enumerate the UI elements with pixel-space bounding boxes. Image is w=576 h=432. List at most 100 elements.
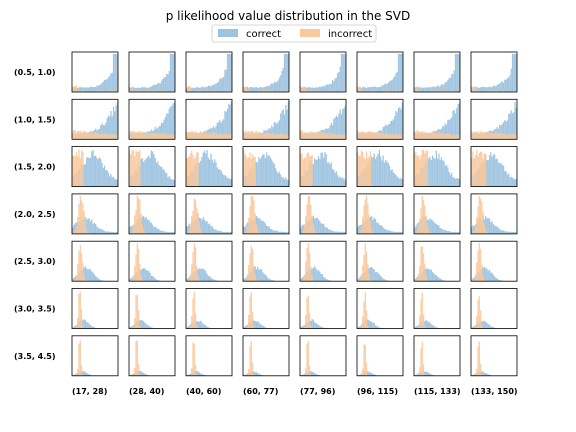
bar-correct (209, 85, 211, 92)
bar-incorrect (224, 90, 226, 92)
bar-incorrect (315, 231, 317, 234)
bar-correct (141, 158, 144, 187)
bar-correct (442, 160, 444, 187)
bar-incorrect (197, 275, 199, 282)
bar-correct (491, 87, 493, 92)
bar-correct (201, 157, 203, 187)
bar-incorrect (250, 130, 252, 140)
bar-correct (215, 162, 217, 187)
bar-incorrect (78, 131, 80, 140)
bar-incorrect (250, 195, 252, 234)
bar-correct (500, 163, 502, 187)
bar-incorrect (248, 264, 250, 282)
bar-incorrect (132, 225, 135, 234)
bar-incorrect (456, 134, 458, 140)
bar-correct (357, 327, 359, 329)
bar-correct (154, 84, 156, 92)
bar-incorrect (107, 134, 110, 140)
bar-incorrect (129, 90, 131, 92)
bar-correct (159, 230, 161, 234)
bar-correct (344, 232, 346, 234)
bar-correct (259, 87, 261, 92)
bar-incorrect (424, 205, 426, 234)
panel-r5-c7 (470, 288, 518, 329)
bar-correct (387, 82, 389, 92)
bar-incorrect (134, 215, 136, 234)
bar-incorrect (106, 133, 108, 140)
bar-incorrect (246, 131, 249, 140)
bar-correct (510, 110, 512, 140)
bar-correct (358, 225, 360, 234)
legend-swatch-correct (218, 29, 238, 37)
bar-incorrect (254, 274, 256, 282)
bar-correct (329, 164, 331, 187)
bar-correct (115, 231, 117, 234)
bar-correct (434, 274, 436, 282)
bar-incorrect (495, 132, 497, 140)
bar-incorrect (306, 153, 308, 187)
bar-correct (491, 156, 493, 187)
bar-correct (77, 88, 79, 92)
bar-correct (321, 327, 323, 329)
panel-r4-c4 (299, 240, 347, 282)
bar-correct (317, 325, 320, 329)
bar-incorrect (365, 310, 368, 329)
bar-incorrect (369, 221, 372, 234)
bar-correct (511, 54, 514, 92)
bar-correct (98, 228, 101, 234)
bar-correct (267, 86, 269, 92)
bar-correct (315, 373, 317, 376)
bar-incorrect (392, 134, 395, 140)
bar-incorrect (254, 131, 256, 140)
bar-correct (212, 279, 215, 282)
bar-incorrect (245, 230, 247, 234)
bar-correct (217, 169, 220, 187)
bar-correct (325, 84, 327, 92)
bar-incorrect (428, 132, 430, 140)
bar-correct (264, 158, 266, 187)
bar-incorrect (73, 155, 75, 187)
bar-incorrect (129, 150, 131, 187)
bar-correct (83, 164, 85, 187)
bar-incorrect (130, 154, 132, 187)
bar-correct (145, 158, 147, 187)
bar-correct (92, 86, 94, 92)
bar-correct (268, 226, 270, 234)
bar-incorrect (500, 133, 502, 140)
bar-incorrect (420, 208, 422, 234)
bar-correct (280, 174, 282, 187)
bar-incorrect (194, 156, 197, 187)
bar-incorrect (82, 203, 84, 234)
bar-incorrect (245, 156, 247, 187)
bar-incorrect (367, 203, 369, 234)
bar-incorrect (421, 341, 423, 376)
bar-correct (506, 120, 509, 140)
bar-incorrect (226, 90, 229, 92)
bar-correct (157, 127, 159, 140)
bar-incorrect (200, 131, 202, 140)
bar-correct (95, 155, 97, 187)
bar-correct (203, 269, 206, 282)
bar-correct (149, 272, 151, 282)
bar-correct (155, 162, 158, 187)
bar-correct (205, 221, 207, 234)
bar-correct (281, 231, 283, 234)
bar-incorrect (201, 232, 203, 234)
bar-correct (105, 79, 107, 92)
bar-incorrect (435, 132, 437, 140)
bar-correct (259, 159, 261, 187)
bar-correct (280, 113, 282, 140)
bar-incorrect (310, 204, 312, 234)
bar-incorrect (310, 266, 312, 282)
bar-correct (335, 231, 338, 234)
bar-incorrect (79, 291, 81, 329)
bar-correct (160, 80, 163, 92)
bar-incorrect (440, 90, 443, 92)
bar-correct (340, 232, 343, 234)
bar-correct (130, 278, 132, 282)
bar-incorrect (310, 130, 312, 140)
bar-correct (508, 173, 510, 187)
bar-incorrect (395, 90, 397, 92)
bar-correct (243, 327, 245, 329)
bar-incorrect (362, 316, 364, 329)
